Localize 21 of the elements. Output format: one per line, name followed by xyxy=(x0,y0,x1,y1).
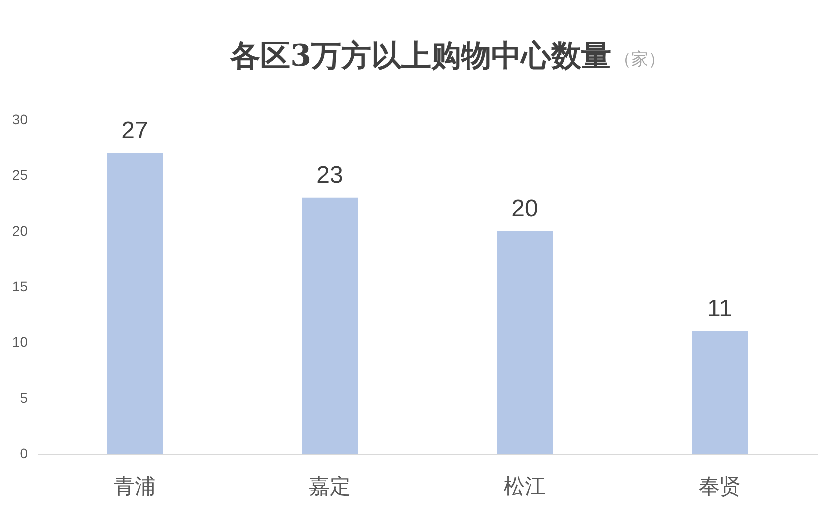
y-tick-label: 10 xyxy=(12,334,28,350)
bar xyxy=(497,231,553,454)
y-tick-label: 0 xyxy=(20,446,28,462)
y-tick-label: 15 xyxy=(12,278,28,294)
x-tick-label: 松江 xyxy=(504,474,546,498)
data-label: 20 xyxy=(512,195,538,222)
y-tick-label: 20 xyxy=(12,222,28,239)
data-label: 23 xyxy=(316,162,344,189)
bar xyxy=(692,332,748,454)
chart-subtitle: （家） xyxy=(614,50,666,70)
bar xyxy=(107,153,163,454)
x-tick-label: 奉贤 xyxy=(699,474,741,498)
data-label: 11 xyxy=(708,296,732,323)
y-tick-label: 25 xyxy=(12,167,28,184)
x-tick-label: 嘉定 xyxy=(309,474,351,498)
y-tick-label: 30 xyxy=(12,112,28,128)
y-tick-label: 5 xyxy=(20,390,28,406)
bar xyxy=(302,198,358,454)
chart-title: 各区3万方以上购物中心数量 xyxy=(230,39,612,74)
x-tick-label: 青浦 xyxy=(114,474,156,498)
data-label: 27 xyxy=(122,117,148,144)
